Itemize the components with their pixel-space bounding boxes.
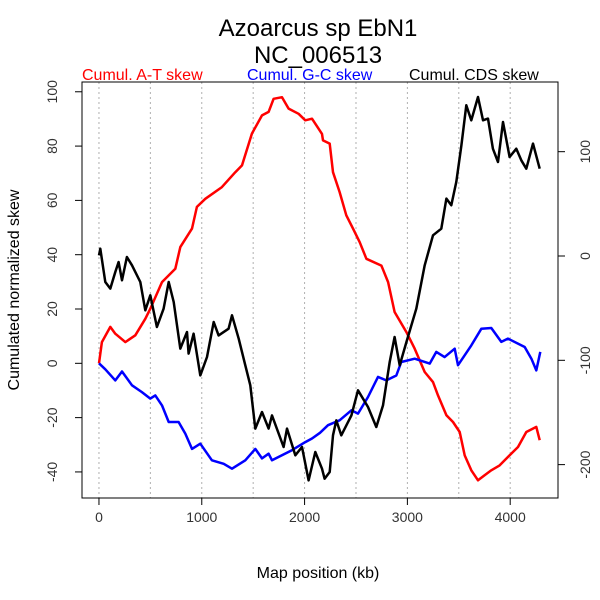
y-tick-label: -40 — [44, 462, 60, 482]
y-right-tick-label: 0 — [577, 252, 593, 260]
x-tick-label: 3000 — [392, 509, 423, 525]
x-tick-label: 0 — [95, 509, 103, 525]
y-right-tick-label: -200 — [577, 450, 593, 478]
chart-subtitle: NC_006513 — [254, 42, 382, 69]
y-axis-label: Cumulated normalized skew — [6, 189, 23, 390]
y-tick-label: -20 — [44, 407, 60, 427]
x-tick-label: 2000 — [289, 509, 320, 525]
series-line-cds — [97, 95, 541, 482]
x-tick-label: 4000 — [495, 509, 526, 525]
series-line-gc — [98, 326, 542, 470]
series-line-at — [97, 95, 541, 482]
y-tick-label: 60 — [44, 192, 60, 208]
y-tick-label: 0 — [44, 359, 60, 367]
y-tick-label: 40 — [44, 247, 60, 263]
x-tick-label: 1000 — [186, 509, 217, 525]
plot-frame — [81, 81, 559, 499]
y-right-tick-label: 100 — [577, 140, 593, 164]
y-tick-label: 20 — [44, 301, 60, 317]
y-tick-label: 100 — [44, 80, 60, 104]
legend-gc-skew: Cumul. G-C skew — [247, 67, 373, 84]
chart-title: Azoarcus sp EbN1 — [219, 15, 418, 42]
x-axis-label: Map position (kb) — [257, 565, 380, 582]
y-tick-label: 80 — [44, 138, 60, 154]
y-right-tick-label: -100 — [577, 346, 593, 374]
legend-at-skew: Cumul. A-T skew — [82, 67, 203, 84]
legend-cds-skew: Cumul. CDS skew — [409, 67, 539, 84]
